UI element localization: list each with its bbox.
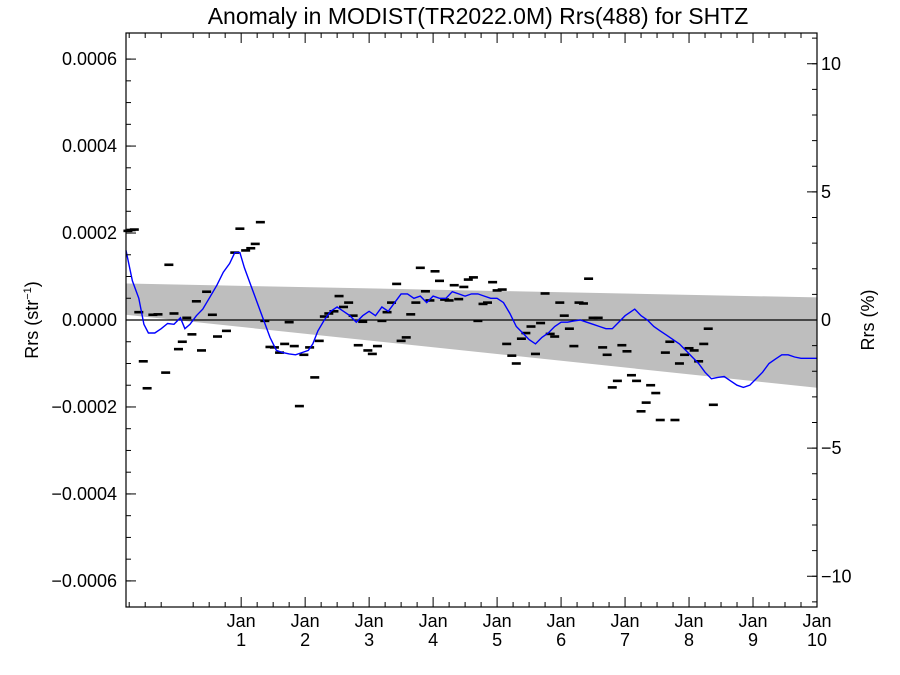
x-axis-tick-label-month: Jan	[291, 611, 320, 631]
left-axis-label: Rrs (str−1)	[22, 281, 42, 359]
x-axis-tick-label-month: Jan	[483, 611, 512, 631]
x-axis-tick-label-year: 1	[236, 630, 246, 650]
left-axis-label-superscript: −1	[22, 287, 34, 300]
anomaly-line	[125, 250, 817, 389]
right-axis-label: Rrs (%)	[858, 290, 878, 351]
left-axis-tick-label: 0.0004	[62, 136, 117, 156]
left-axis-tick-label: 0.0000	[62, 310, 117, 330]
x-axis-tick-label-month: Jan	[355, 611, 384, 631]
x-axis-tick-label-year: 10	[807, 630, 827, 650]
left-axis-tick-label: 0.0006	[62, 49, 117, 69]
right-axis-tick-label: 10	[821, 54, 841, 74]
chart-title: Anomaly in MODIST(TR2022.0M) Rrs(488) fo…	[208, 3, 749, 29]
x-axis-tick-label-month: Jan	[611, 611, 640, 631]
left-axis-tick-label: −0.0004	[51, 484, 117, 504]
left-axis-tick-label: −0.0006	[51, 571, 117, 591]
x-axis-tick-label-year: 8	[684, 630, 694, 650]
x-axis-tick-label-month: Jan	[547, 611, 576, 631]
confidence-band	[126, 283, 817, 388]
x-axis-tick-label-year: 6	[556, 630, 566, 650]
x-axis-tick-label-year: 9	[748, 630, 758, 650]
x-axis-tick-label-month: Jan	[802, 611, 831, 631]
x-axis-tick-label-month: Jan	[675, 611, 704, 631]
left-axis-label-close: )	[22, 281, 42, 287]
right-axis-tick-label: −5	[821, 438, 842, 458]
right-axis-tick-label: −10	[821, 566, 852, 586]
left-axis-tick-label: 0.0002	[62, 223, 117, 243]
x-axis-tick-label-year: 4	[428, 630, 438, 650]
right-axis-tick-label: 0	[821, 310, 831, 330]
x-axis-tick-label-month: Jan	[419, 611, 448, 631]
left-axis-tick-label: −0.0002	[51, 397, 117, 417]
x-axis-tick-label-month: Jan	[227, 611, 256, 631]
x-axis-tick-label-year: 7	[620, 630, 630, 650]
right-axis-tick-label: 5	[821, 182, 831, 202]
left-axis-label-text: Rrs (str	[22, 300, 42, 359]
x-axis-tick-label-year: 3	[364, 630, 374, 650]
x-axis-tick-label-year: 2	[300, 630, 310, 650]
x-axis-tick-label-year: 5	[492, 630, 502, 650]
x-axis-tick-label-month: Jan	[739, 611, 768, 631]
